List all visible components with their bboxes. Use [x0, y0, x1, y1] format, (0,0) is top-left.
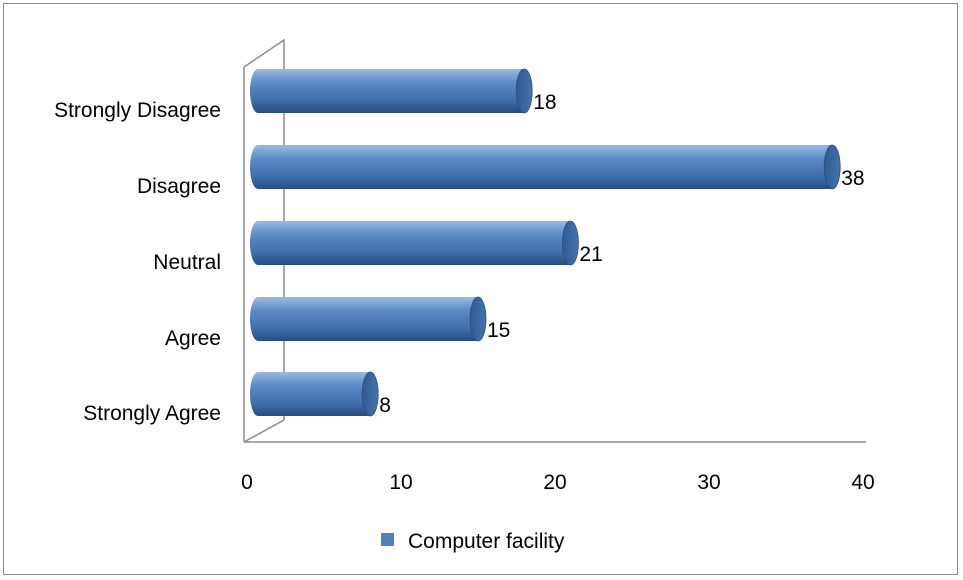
legend-swatch — [381, 533, 394, 546]
legend: Computer facility — [381, 530, 565, 553]
bars-layer — [250, 68, 841, 417]
bar-body — [250, 372, 379, 416]
bar-strongly-disagree — [250, 68, 533, 114]
bar-body — [250, 145, 841, 189]
floor-edge — [243, 419, 285, 443]
data-label: 8 — [379, 394, 391, 417]
x-tick-label: 40 — [851, 471, 874, 494]
category-label: Neutral — [153, 251, 221, 274]
category-label: Strongly Agree — [83, 402, 221, 425]
bar-agree — [250, 296, 487, 342]
category-labels: Strongly Disagree Disagree Neutral Agree Str… — [54, 99, 221, 425]
category-label: Strongly Disagree — [54, 99, 221, 122]
data-label: 38 — [841, 167, 864, 190]
data-label: 21 — [579, 243, 602, 266]
data-label: 15 — [487, 319, 510, 342]
category-label: Agree — [165, 327, 221, 350]
data-label: 18 — [533, 91, 556, 114]
category-label: Disagree — [137, 175, 221, 198]
bar-body — [250, 221, 579, 265]
legend-label: Computer facility — [408, 530, 565, 553]
bar-neutral — [250, 220, 579, 266]
x-tick-label: 0 — [241, 471, 253, 494]
bar-body — [250, 297, 486, 341]
x-tick-label: 20 — [543, 471, 566, 494]
bar-end-cap — [361, 371, 379, 417]
x-tick-labels: 0 10 20 30 40 — [241, 471, 875, 494]
x-tick-label: 30 — [697, 471, 720, 494]
bar-end-cap — [562, 220, 579, 266]
bar-body — [250, 69, 533, 113]
bar-end-cap — [823, 144, 841, 190]
bar-end-cap — [469, 296, 487, 342]
bar-end-cap — [515, 68, 533, 114]
x-tick-label: 10 — [389, 471, 412, 494]
bar-disagree — [250, 144, 841, 190]
bar-strongly-agree — [250, 371, 379, 417]
data-labels: 18 38 21 15 8 — [379, 91, 864, 417]
